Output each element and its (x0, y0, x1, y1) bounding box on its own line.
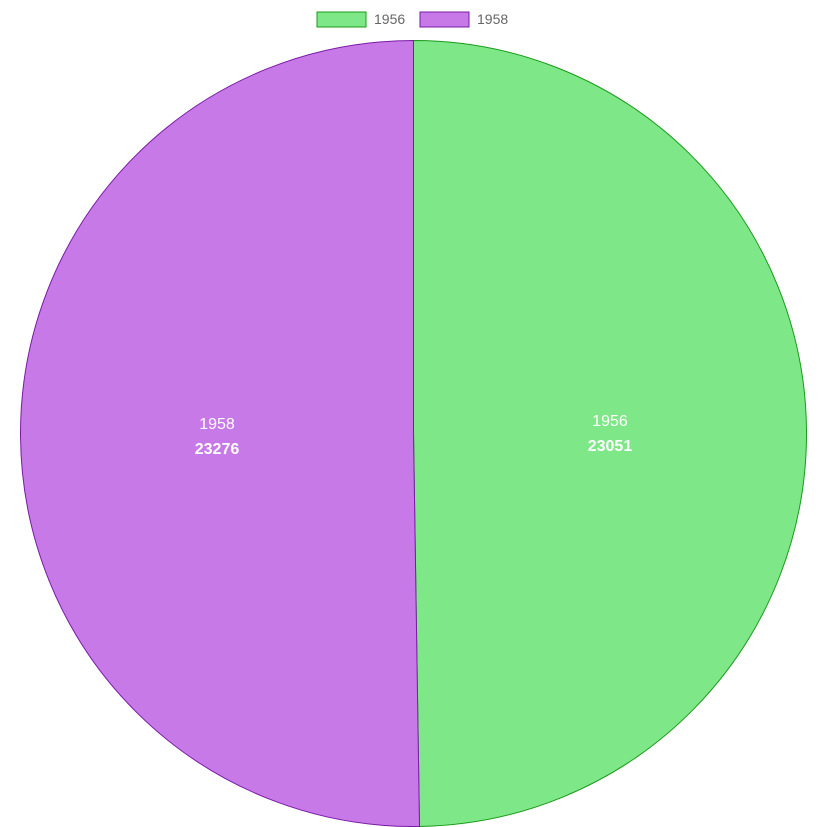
pie-slice-1956[interactable] (413, 39, 807, 827)
slice-value-1956: 23051 (588, 438, 633, 455)
slice-label-1958: 1958 (199, 416, 235, 433)
legend-item-1956[interactable]: 1956 (316, 11, 405, 28)
legend-item-1958[interactable]: 1958 (419, 11, 508, 28)
legend-label-1958: 1958 (477, 11, 508, 27)
pie-slice-1958[interactable] (19, 39, 421, 827)
chart-legend: 1956 1958 (316, 11, 508, 28)
slice-label-1956: 1956 (592, 413, 628, 430)
pie-slices (19, 39, 807, 827)
legend-swatch-1958 (419, 11, 470, 28)
slice-value-1958: 23276 (195, 441, 240, 458)
legend-swatch-1956 (316, 11, 367, 28)
pie-labels: 1956 23051 1958 23276 (195, 413, 633, 458)
legend-label-1956: 1956 (374, 11, 405, 27)
